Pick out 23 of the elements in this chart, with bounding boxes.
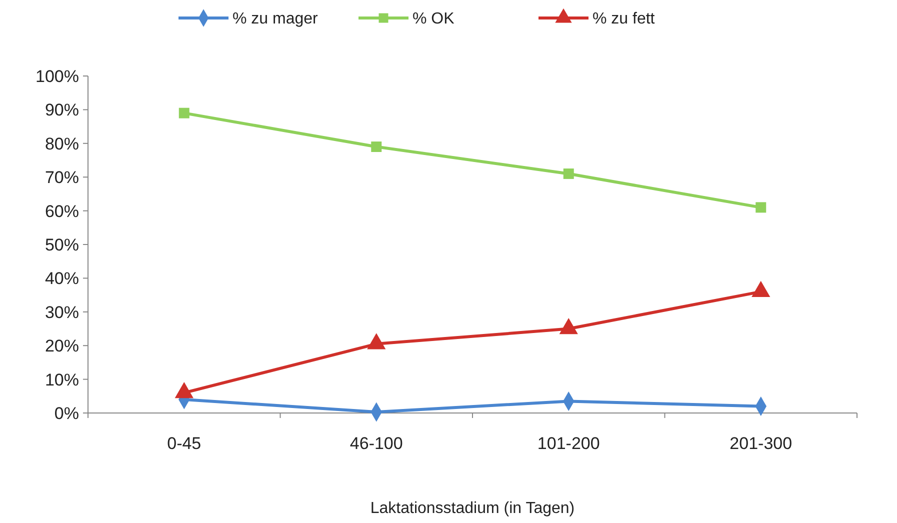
y-tick-label: 0% [54, 404, 79, 423]
y-tick-label: 40% [44, 269, 79, 288]
x-tick-label: 46-100 [350, 434, 403, 453]
point [178, 108, 190, 118]
x-tick-label: 0-45 [167, 434, 202, 453]
legend-label: % zu fett [592, 10, 656, 28]
y-tick-label: 80% [44, 134, 79, 154]
x-tick-label: 101-200 [537, 434, 600, 453]
y-tick-label: 30% [44, 302, 79, 322]
y-tick-label: 10% [44, 370, 79, 390]
y-tick-label: 50% [44, 235, 79, 254]
y-tick-label: 90% [44, 100, 79, 120]
y-tick-label: 60% [44, 202, 79, 221]
point [563, 168, 574, 179]
x-tick-label: 201-300 [730, 434, 792, 453]
legend-label: % OK [412, 10, 455, 28]
legend-label: % zu mager [232, 10, 319, 28]
x-axis-title: Laktationsstadium (in Tagen) [370, 500, 575, 517]
y-tick-label: 20% [44, 336, 79, 356]
point [756, 202, 766, 213]
point [371, 142, 382, 152]
y-tick-label: 70% [44, 168, 79, 188]
y-tick-label: 100% [36, 66, 79, 86]
